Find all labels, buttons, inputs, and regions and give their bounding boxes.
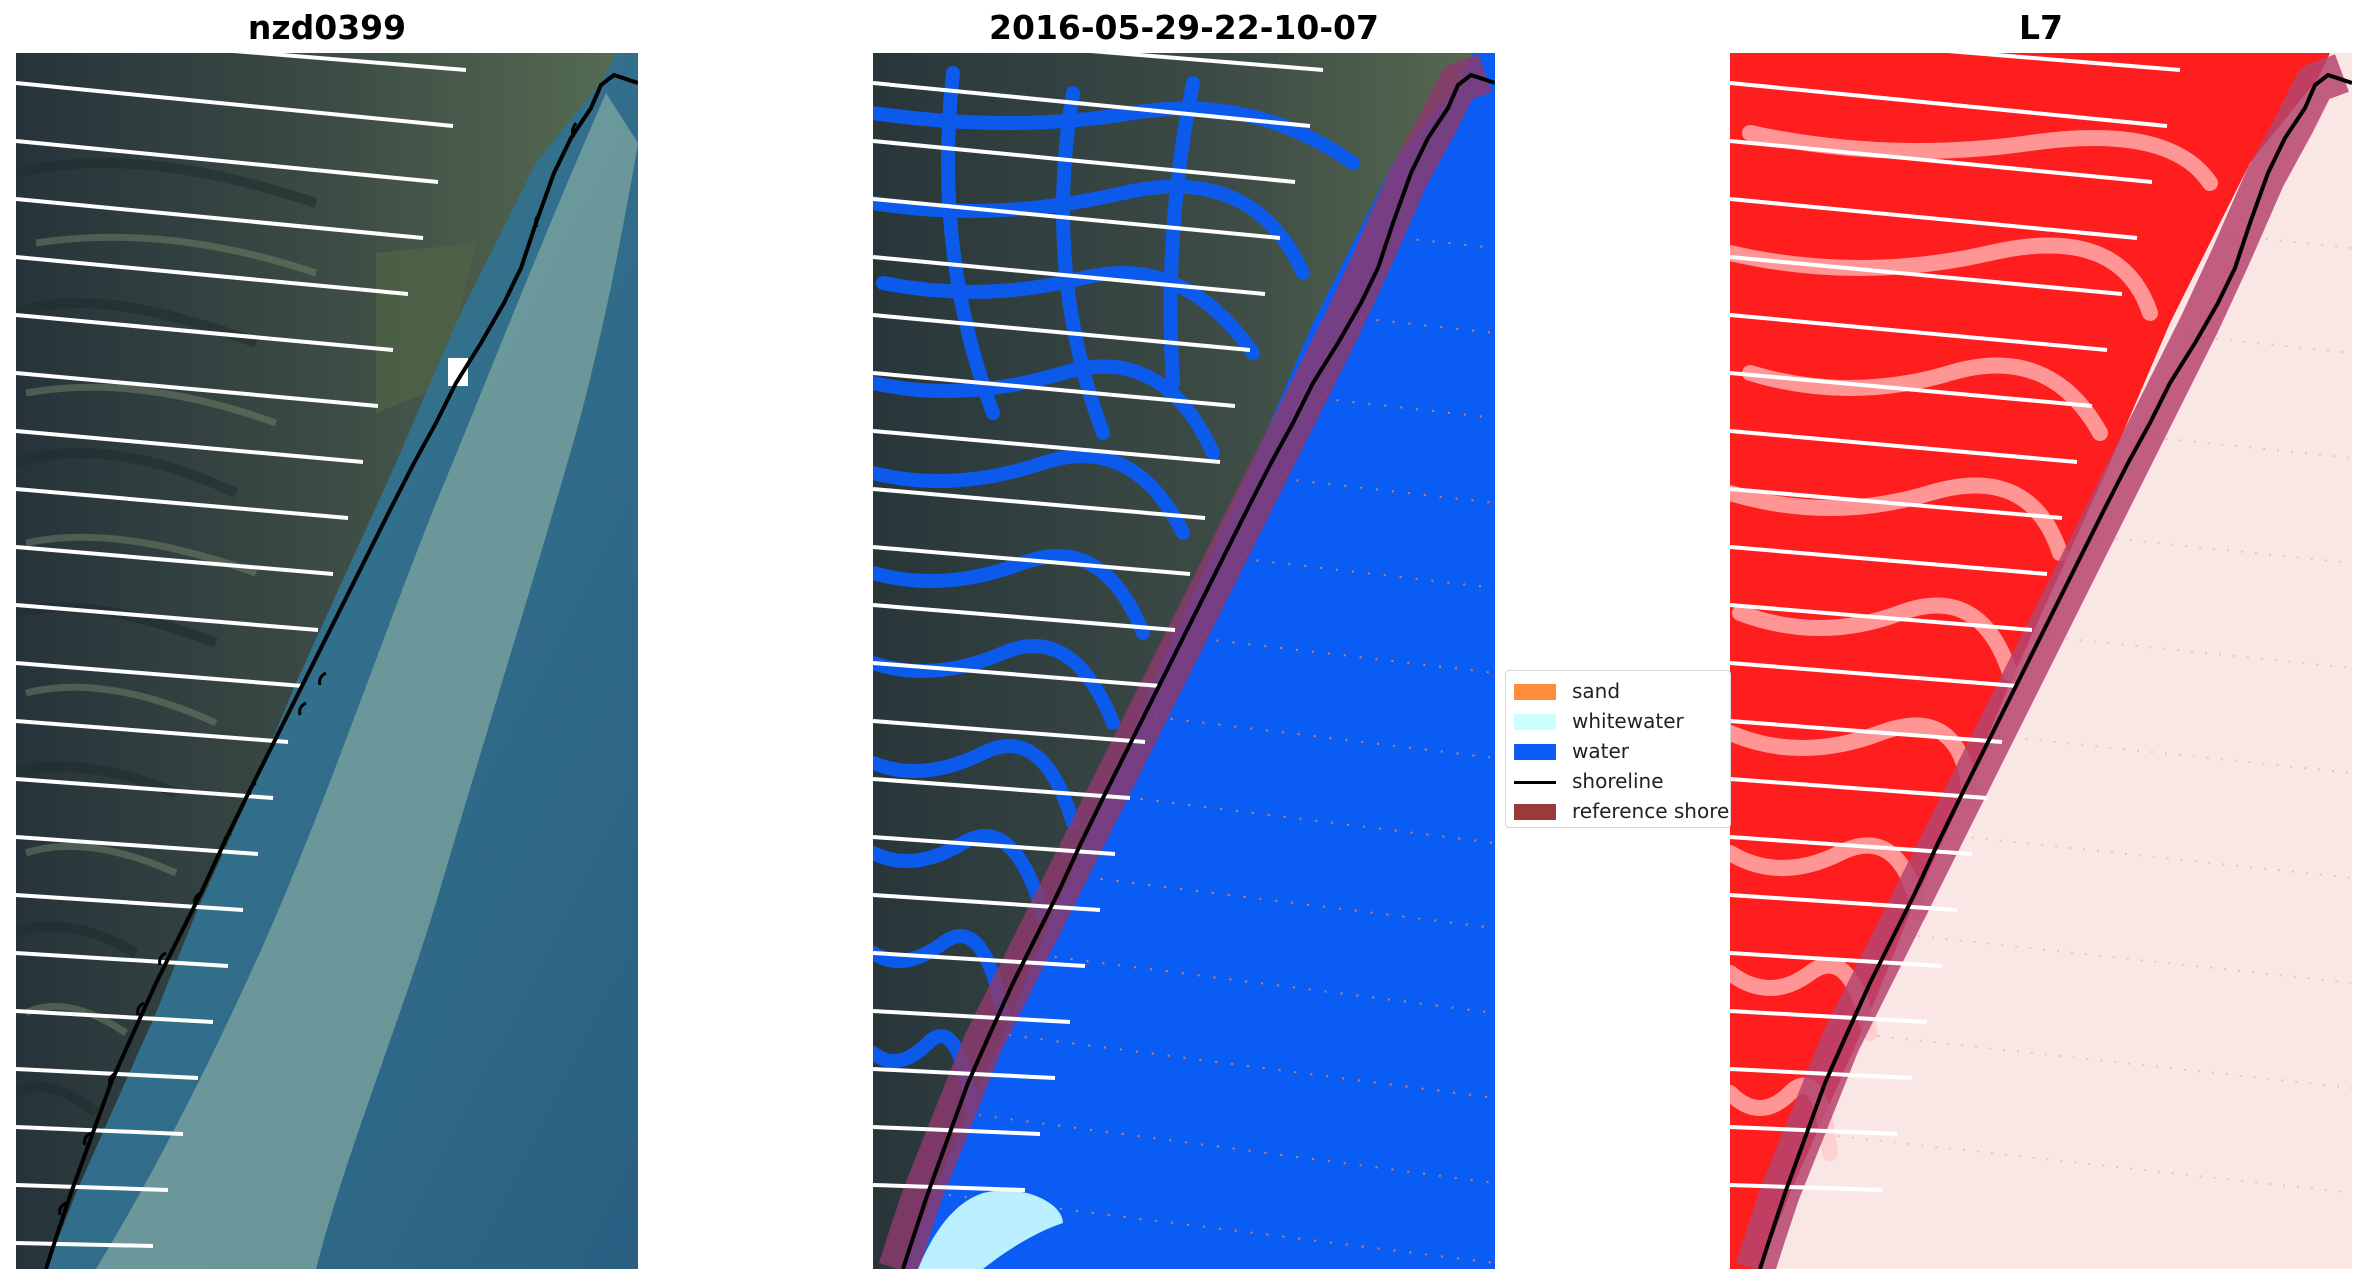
- legend-item-sand: sand: [1506, 677, 1730, 703]
- sand-speckle-rows: [932, 232, 1495, 1264]
- whitewater-swatch: [1514, 714, 1556, 730]
- legend-item-water: water: [1506, 737, 1730, 763]
- water-swatch: [1514, 744, 1556, 760]
- satellite-rgb-image: [16, 53, 638, 1269]
- legend-item-whitewater: whitewater: [1506, 707, 1730, 733]
- shoreline: [901, 72, 1495, 1269]
- shoreline: [1758, 72, 2352, 1269]
- coastal-farmland: [376, 243, 476, 413]
- red-band-image: [1730, 53, 2352, 1269]
- scanline-gaps: [16, 53, 467, 1248]
- cloud-patch: [448, 358, 468, 386]
- panel-title-classified: 2016-05-29-22-10-07: [989, 8, 1379, 47]
- legend-label: sand: [1572, 679, 1621, 703]
- legend-label: water: [1572, 739, 1629, 763]
- classification-image: [873, 53, 1495, 1269]
- panel-title-band: L7: [2019, 8, 2063, 47]
- sea-speckle-rows: [1809, 232, 2352, 1194]
- legend-item-shoreline: shoreline: [1506, 767, 1730, 793]
- legend-label: shoreline: [1572, 769, 1664, 793]
- legend-label: whitewater: [1572, 709, 1684, 733]
- ridge-highlights: [24, 233, 318, 1036]
- scanline-gaps: [873, 53, 1324, 1192]
- sand-swatch: [1514, 684, 1556, 700]
- panel-title-rgb: nzd0399: [247, 8, 407, 47]
- shoreline: [44, 72, 638, 1269]
- legend-label: reference shore: [1572, 799, 1730, 823]
- shoreline-spurs: [58, 122, 578, 1216]
- whitewater-patch: [918, 1190, 1063, 1269]
- legend: sand whitewater water shoreline referenc…: [1505, 670, 1731, 828]
- reference-shore-swatch: [1514, 804, 1556, 820]
- legend-item-reference-shore: reference shore: [1506, 797, 1730, 823]
- scanline-gaps: [1730, 53, 2181, 1192]
- sediment-plume: [96, 93, 638, 1269]
- shoreline-line-sample: [1514, 781, 1556, 784]
